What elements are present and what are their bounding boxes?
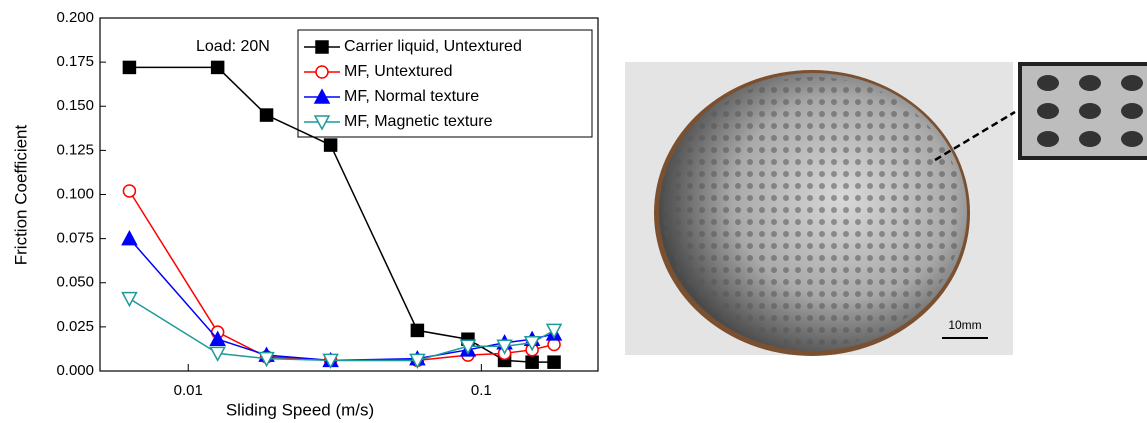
series-line <box>129 191 554 360</box>
x-tick-label: 0.1 <box>471 382 492 399</box>
legend-label: MF, Magnetic texture <box>344 113 493 130</box>
legend-label: Carrier liquid, Untextured <box>344 38 522 55</box>
legend-label: MF, Untextured <box>344 63 452 80</box>
legend: Carrier liquid, Untextured MF, Untextured… <box>298 30 592 137</box>
marker <box>122 293 136 306</box>
y-axis-label: Friction Coefficient <box>11 124 30 265</box>
disc-texture <box>663 77 963 347</box>
inset-dimples <box>1037 75 1143 147</box>
annotation: Load: 20N <box>196 38 270 55</box>
x-axis-label: Sliding Speed (m/s) <box>226 400 374 419</box>
x-tick-label: 0.01 <box>174 382 203 399</box>
legend-label: MF, Normal texture <box>344 88 479 105</box>
marker <box>548 356 560 368</box>
marker <box>212 61 224 73</box>
marker <box>123 185 135 197</box>
y-tick-label: 0.200 <box>56 9 94 26</box>
y-tick-label: 0.100 <box>56 185 94 202</box>
figure: Sliding Speed (m/s) Friction Coefficient… <box>0 0 1147 423</box>
y-tick-label: 0.025 <box>56 318 94 335</box>
photo: 10mm <box>625 62 1147 356</box>
marker <box>122 232 136 245</box>
y-tick-label: 0.150 <box>56 97 94 114</box>
legend-marker <box>316 41 328 53</box>
marker <box>411 324 423 336</box>
y-tick-label: 0.125 <box>56 141 94 158</box>
marker <box>325 139 337 151</box>
marker <box>123 61 135 73</box>
y-tick-label: 0.050 <box>56 274 94 291</box>
y-tick-label: 0.075 <box>56 230 94 247</box>
marker <box>261 109 273 121</box>
y-tick-label: 0.175 <box>56 53 94 70</box>
series-line <box>129 299 554 361</box>
scale-bar-label: 10mm <box>948 318 981 332</box>
legend-marker <box>316 66 328 78</box>
y-tick-label: 0.000 <box>56 362 94 379</box>
series-line <box>129 239 554 361</box>
marker <box>526 356 538 368</box>
